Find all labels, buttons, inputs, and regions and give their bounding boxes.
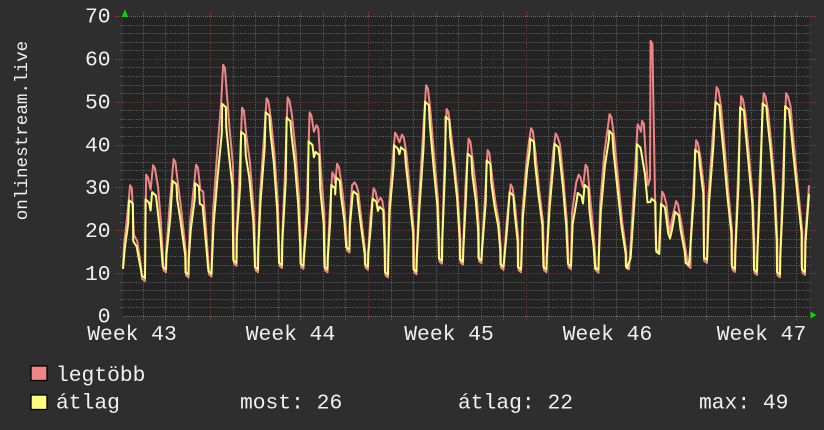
svg-text:átlag: átlag <box>56 392 120 416</box>
svg-text:20: 20 <box>85 220 111 244</box>
svg-text:Week 47: Week 47 <box>717 323 806 347</box>
svg-text:legtöbb: legtöbb <box>56 364 145 388</box>
svg-text:10: 10 <box>85 263 111 287</box>
svg-text:onlinestream.live: onlinestream.live <box>13 41 33 221</box>
svg-text:Week 45: Week 45 <box>404 323 493 347</box>
svg-text:átlag: 22: átlag: 22 <box>458 392 573 416</box>
svg-text:max: 49: max: 49 <box>699 392 788 416</box>
svg-text:40: 40 <box>85 134 111 158</box>
svg-text:60: 60 <box>85 49 111 73</box>
svg-text:50: 50 <box>85 91 111 115</box>
svg-text:70: 70 <box>85 6 111 30</box>
svg-text:30: 30 <box>85 177 111 201</box>
svg-text:Week 44: Week 44 <box>246 323 335 347</box>
svg-text:0: 0 <box>98 306 111 330</box>
svg-text:Week 46: Week 46 <box>563 323 652 347</box>
svg-text:most: 26: most: 26 <box>240 392 342 416</box>
svg-text:Week 43: Week 43 <box>87 323 176 347</box>
